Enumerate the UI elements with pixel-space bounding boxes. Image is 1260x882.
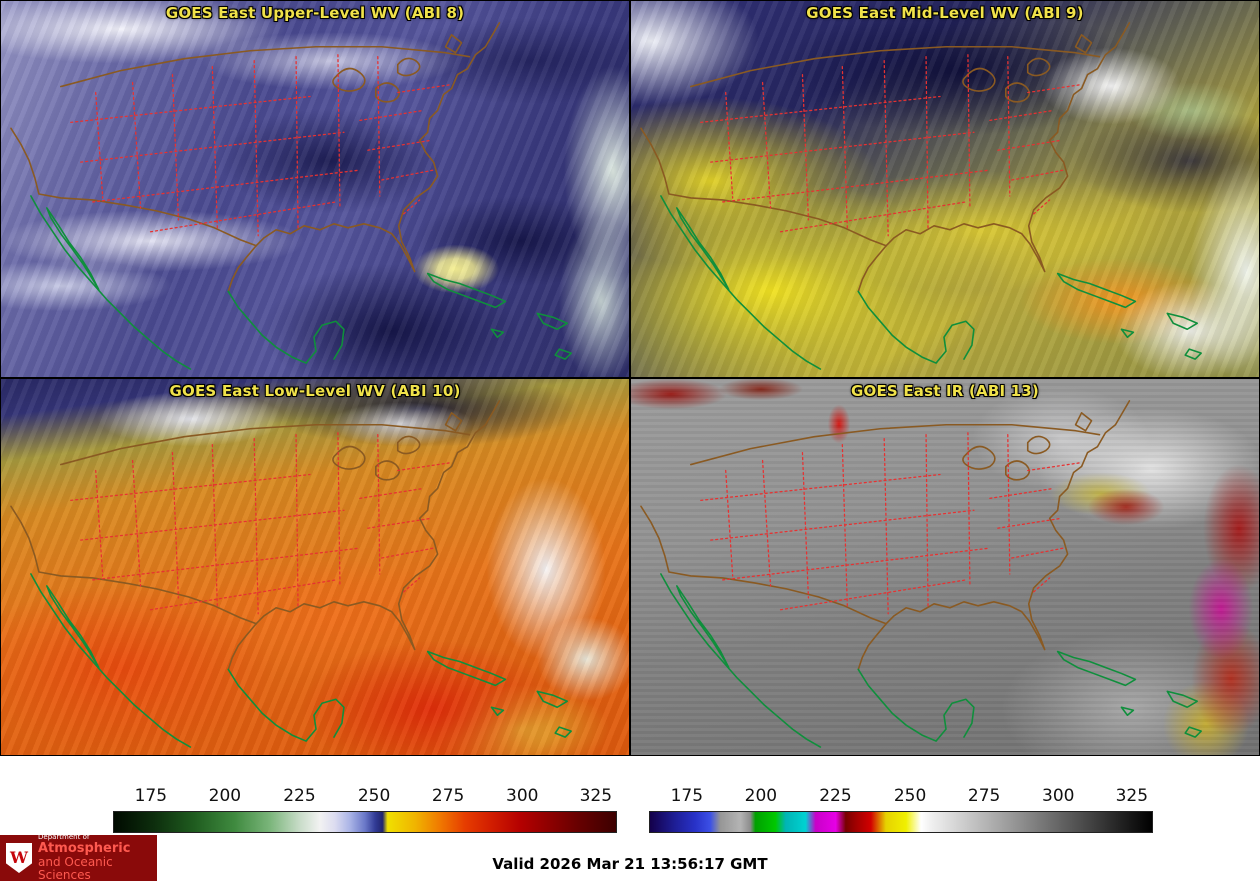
- basemap-overlay: [640, 22, 1202, 370]
- panel-title-abi9: GOES East Mid-Level WV (ABI 9): [806, 4, 1084, 22]
- logo-name-line1: Atmospheric: [38, 840, 131, 856]
- panel-low-level-wv: GOES East Low-Level WV (ABI 10): [0, 378, 630, 756]
- colorbar-tick-label: 300: [1042, 786, 1075, 806]
- colorbar-tick-label: 325: [579, 786, 613, 806]
- logo-name-line2: and Oceanic Sciences: [38, 854, 113, 882]
- satellite-panel-grid: GOES East Upper-Level WV (ABI 8) GOES Ea…: [0, 0, 1260, 756]
- footer-strip: 175 200 225 250 275 300 325 175 200 225 …: [0, 756, 1260, 882]
- colorbar-ir-ticks: 175 200 225 250 275 300 325: [649, 782, 1153, 806]
- panel-title-abi13: GOES East IR (ABI 13): [850, 382, 1039, 400]
- colorbar-tick-label: 225: [283, 786, 316, 806]
- colorbar-tick-label: 275: [431, 786, 465, 806]
- colorbar-tick-label: 325: [1115, 786, 1149, 806]
- panel-upper-level-wv: GOES East Upper-Level WV (ABI 8): [0, 0, 630, 378]
- colorbar-tick-label: 200: [208, 786, 242, 806]
- colorbar-wv-ticks: 175 200 225 250 275 300 325: [113, 782, 617, 806]
- basemap-overlay: [10, 400, 572, 748]
- colorbar-tick-label: 275: [967, 786, 1001, 806]
- panel-title-abi10: GOES East Low-Level WV (ABI 10): [169, 382, 461, 400]
- colorbar-wv-gradient: [113, 811, 617, 833]
- colorbar-ir-gradient: [649, 811, 1153, 833]
- valid-time-text: Valid 2026 Mar 21 13:56:17 GMT: [492, 855, 768, 873]
- colorbar-tick-label: 250: [357, 786, 391, 806]
- uw-crest-icon: W: [6, 843, 32, 873]
- uw-aos-logo: W Department of Atmospheric and Oceanic …: [0, 832, 157, 882]
- satellite-imagery-abi13: [631, 379, 1259, 755]
- panel-mid-level-wv: GOES East Mid-Level WV (ABI 9): [630, 0, 1260, 378]
- logo-dept-prefix: Department of: [38, 832, 90, 841]
- colorbar-tick-label: 250: [893, 786, 927, 806]
- logo-text-block: Department of Atmospheric and Oceanic Sc…: [38, 832, 157, 882]
- colorbar-tick-label: 225: [819, 786, 852, 806]
- satellite-imagery-abi10: [1, 379, 629, 755]
- crest-monogram: W: [10, 848, 28, 867]
- satellite-imagery-abi9: [631, 1, 1259, 377]
- basemap-overlay: [10, 22, 572, 370]
- panel-title-abi8: GOES East Upper-Level WV (ABI 8): [165, 4, 465, 22]
- colorbar-tick-label: 300: [506, 786, 539, 806]
- satellite-imagery-abi8: [1, 1, 629, 377]
- basemap-overlay: [640, 400, 1202, 748]
- colorbar-tick-label: 175: [670, 786, 704, 806]
- colorbar-wv: 175 200 225 250 275 300 325: [113, 782, 617, 833]
- colorbar-tick-label: 175: [134, 786, 168, 806]
- panel-ir: GOES East IR (ABI 13): [630, 378, 1260, 756]
- colorbar-ir: 175 200 225 250 275 300 325: [649, 782, 1153, 833]
- colorbar-tick-label: 200: [744, 786, 778, 806]
